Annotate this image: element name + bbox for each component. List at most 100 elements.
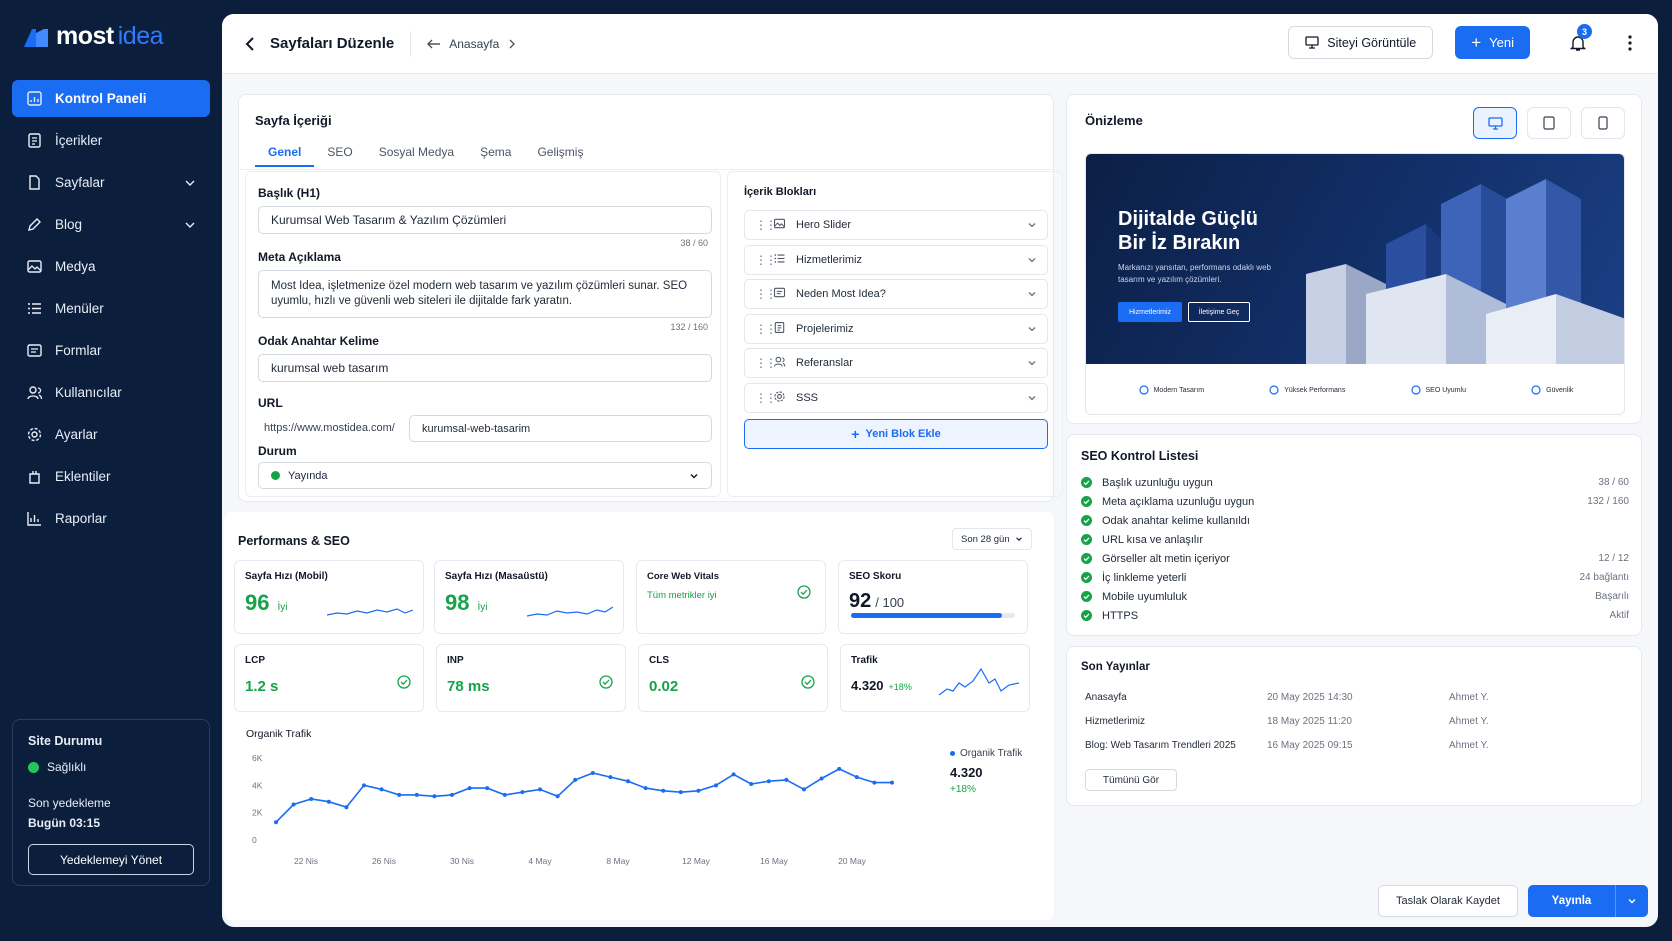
breadcrumb-item[interactable]: Anasayfa <box>449 36 500 51</box>
content-block-item[interactable]: ⋮⋮ Hero Slider <box>744 210 1048 240</box>
tab-sosyal-medya[interactable]: Sosyal Medya <box>378 145 455 159</box>
data-point[interactable] <box>467 786 472 791</box>
content-block-item[interactable]: ⋮⋮ Neden Most Idea? <box>744 279 1048 309</box>
data-point[interactable] <box>326 799 331 804</box>
mobile-view-button[interactable] <box>1581 107 1625 139</box>
meta-textarea[interactable]: Most Idea, işletmenize özel modern web t… <box>258 270 712 318</box>
sidebar-item-formlar[interactable]: Formlar <box>12 332 210 369</box>
see-all-button[interactable]: Tümünü Gör <box>1085 769 1177 791</box>
tab-geli-mi-[interactable]: Gelişmiş <box>537 145 584 159</box>
data-point[interactable] <box>274 820 278 825</box>
sidebar-item-medya[interactable]: Medya <box>12 248 210 285</box>
drag-handle-icon[interactable]: ⋮⋮ <box>755 390 777 405</box>
desktop-view-button[interactable] <box>1473 107 1517 139</box>
data-point[interactable] <box>626 779 630 784</box>
drag-handle-icon[interactable]: ⋮⋮ <box>755 287 777 301</box>
drag-handle-icon[interactable]: ⋮⋮ <box>755 252 777 267</box>
back-arrow-icon[interactable] <box>242 35 260 53</box>
data-point[interactable] <box>538 787 542 792</box>
tablet-view-button[interactable] <box>1527 107 1571 139</box>
manage-backup-button[interactable]: Yedeklemeyi Yönet <box>28 844 194 875</box>
view-site-button[interactable]: Siteyi Görüntüle <box>1288 26 1434 59</box>
data-point[interactable] <box>397 792 402 797</box>
data-point[interactable] <box>802 787 806 792</box>
sidebar-item-sayfalar[interactable]: Sayfalar <box>12 164 210 201</box>
sidebar-item-men-ler[interactable]: Menüler <box>12 290 210 327</box>
table-row[interactable]: Anasayfa 20 May 2025 14:30 Ahmet Y. <box>1085 685 1585 709</box>
sidebar-item-i-erikler[interactable]: İçerikler <box>12 122 210 159</box>
tab-seo[interactable]: SEO <box>327 145 353 159</box>
data-point[interactable] <box>784 777 789 782</box>
date-range-select[interactable]: Son 28 gün <box>952 528 1032 550</box>
data-point[interactable] <box>766 779 771 784</box>
data-point[interactable] <box>696 788 701 793</box>
drag-handle-icon[interactable]: ⋮⋮ <box>755 321 777 336</box>
preview-services-button[interactable]: Hizmetlerimiz <box>1118 302 1182 322</box>
data-point[interactable] <box>520 790 525 795</box>
legend-label: Organik Trafik <box>960 748 1023 759</box>
sidebar-item-blog[interactable]: Blog <box>12 206 210 243</box>
data-point[interactable] <box>502 792 507 797</box>
add-block-button[interactable]: + Yeni Blok Ekle <box>744 419 1048 449</box>
content-block-item[interactable]: ⋮⋮ Referanslar <box>744 348 1048 378</box>
brand-logo[interactable]: most idea <box>24 22 164 51</box>
content-block-item[interactable]: ⋮⋮ Projelerimiz <box>744 313 1048 344</box>
data-point[interactable] <box>714 783 718 788</box>
table-row[interactable]: Hizmetlerimiz 18 May 2025 11:20 Ahmet Y. <box>1085 709 1585 733</box>
breadcrumb[interactable]: Anasayfa <box>427 37 517 51</box>
data-point[interactable] <box>573 777 578 782</box>
data-point[interactable] <box>731 772 736 777</box>
data-point[interactable] <box>379 787 384 792</box>
data-point[interactable] <box>344 805 349 810</box>
content-block-item[interactable]: ⋮⋮ SSS <box>744 382 1048 413</box>
data-point[interactable] <box>819 776 824 781</box>
status-select[interactable]: Yayında <box>258 462 712 489</box>
sidebar-item-raporlar[interactable]: Raporlar <box>12 500 210 537</box>
chevron-down-icon[interactable] <box>1027 393 1037 403</box>
url-slug-input[interactable]: kurumsal-web-tasarim <box>409 415 712 442</box>
content-block-item[interactable]: ⋮⋮ Hizmetlerimiz <box>744 244 1048 275</box>
more-menu-button[interactable] <box>1620 26 1640 59</box>
preview-contact-button[interactable]: İletişime Geç <box>1188 302 1250 322</box>
tab--ema[interactable]: Şema <box>480 145 512 159</box>
data-point[interactable] <box>485 786 490 791</box>
tab-genel[interactable]: Genel <box>255 145 315 167</box>
data-point[interactable] <box>837 766 842 771</box>
sidebar-item-eklentiler[interactable]: Eklentiler <box>12 458 210 495</box>
data-point[interactable] <box>362 783 366 788</box>
publish-options-button[interactable] <box>1616 885 1648 917</box>
save-draft-button[interactable]: Taslak Olarak Kaydet <box>1378 885 1518 917</box>
sidebar-item-ayarlar[interactable]: Ayarlar <box>12 416 210 453</box>
data-point[interactable] <box>414 792 419 797</box>
heading-input[interactable]: Kurumsal Web Tasarım & Yazılım Çözümleri <box>258 206 712 234</box>
publish-button[interactable]: Yayınla <box>1528 885 1616 917</box>
data-point[interactable] <box>872 780 877 785</box>
metric-value: 1.2 s <box>245 678 279 695</box>
data-point[interactable] <box>309 797 314 801</box>
data-point[interactable] <box>608 775 613 780</box>
data-point[interactable] <box>291 802 296 807</box>
notifications-button[interactable]: 3 <box>1560 24 1596 59</box>
data-point[interactable] <box>432 794 437 799</box>
sidebar-item-kullan-c-lar[interactable]: Kullanıcılar <box>12 374 210 411</box>
chevron-down-icon[interactable] <box>1027 255 1037 265</box>
chevron-down-icon[interactable] <box>1027 324 1037 334</box>
drag-handle-icon[interactable]: ⋮⋮ <box>755 218 777 232</box>
data-point[interactable] <box>890 780 894 785</box>
keyword-input[interactable]: kurumsal web tasarım <box>258 354 712 382</box>
data-point[interactable] <box>450 792 454 797</box>
sidebar-item-kontrol-paneli[interactable]: Kontrol Paneli <box>12 80 210 117</box>
data-point[interactable] <box>854 775 859 780</box>
data-point[interactable] <box>749 781 754 786</box>
drag-handle-icon[interactable]: ⋮⋮ <box>755 356 777 370</box>
new-button[interactable]: + Yeni <box>1455 26 1530 59</box>
data-point[interactable] <box>643 786 648 791</box>
data-point[interactable] <box>555 794 560 799</box>
chevron-down-icon[interactable] <box>1027 358 1037 368</box>
data-point[interactable] <box>661 788 666 793</box>
data-point[interactable] <box>590 771 595 776</box>
data-point[interactable] <box>678 790 683 795</box>
chevron-down-icon[interactable] <box>1027 289 1037 299</box>
chevron-down-icon[interactable] <box>1027 220 1037 230</box>
table-row[interactable]: Blog: Web Tasarım Trendleri 2025 16 May 2… <box>1085 733 1585 757</box>
